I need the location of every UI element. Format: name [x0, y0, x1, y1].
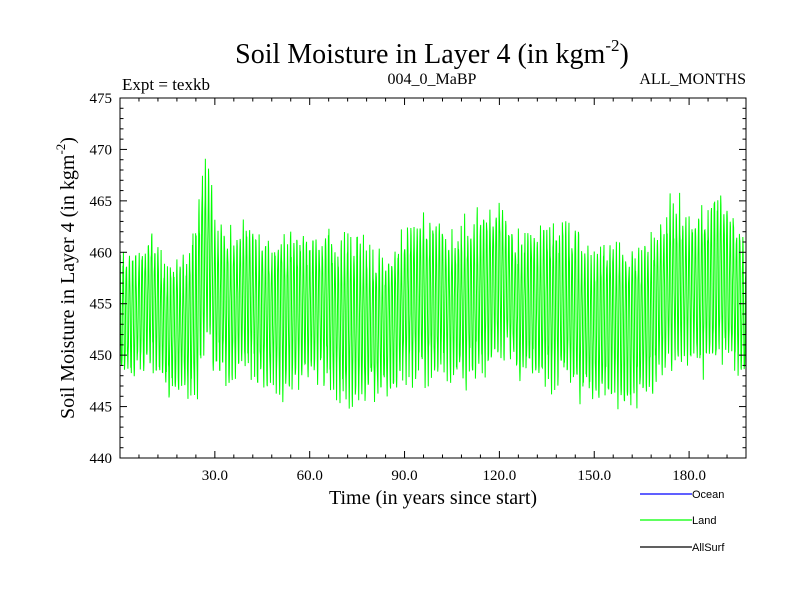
- legend-item-ocean: Ocean: [640, 489, 724, 501]
- chart-title: Soil Moisture in Layer 4 (in kgm-2): [235, 36, 629, 70]
- y-tick-label: 470: [90, 142, 113, 158]
- legend: Ocean Land AllSurf: [640, 489, 725, 554]
- y-tick-label: 455: [90, 297, 113, 313]
- subtitle-months: ALL_MONTHS: [639, 71, 746, 88]
- y-axis: 440 445 450 455 460 465 470 475: [90, 91, 746, 467]
- series-line-land: [119, 158, 747, 410]
- y-tick-label: 450: [90, 348, 113, 364]
- legend-item-allsurf: AllSurf: [640, 542, 725, 554]
- y-tick-label: 440: [90, 451, 113, 467]
- subtitle-expt: Expt = texkb: [122, 75, 210, 94]
- x-tick-label: 30.0: [202, 468, 228, 484]
- x-tick-label: 90.0: [391, 468, 417, 484]
- x-axis: 30.0 60.0 90.0 120.0 150.0 180.0: [138, 98, 728, 484]
- y-tick-label: 460: [90, 245, 113, 261]
- x-tick-label: 180.0: [672, 468, 706, 484]
- y-tick-label: 465: [90, 194, 113, 210]
- legend-label-land: Land: [692, 515, 716, 527]
- legend-label-allsurf: AllSurf: [692, 542, 725, 554]
- data-series-land: [119, 158, 747, 410]
- x-tick-label: 150.0: [577, 468, 611, 484]
- plot-frame: [119, 97, 747, 459]
- x-tick-label: 60.0: [297, 468, 323, 484]
- y-tick-label: 445: [90, 400, 113, 416]
- y-axis-label: Soil Moisture in Layer 4 (in kgm-2): [53, 137, 79, 419]
- x-axis-label: Time (in years since start): [329, 487, 537, 509]
- x-tick-label: 120.0: [483, 468, 517, 484]
- legend-item-land: Land: [640, 515, 716, 527]
- subtitle-period: 004_0_MaBP: [388, 71, 477, 88]
- y-tick-label: 475: [90, 91, 113, 107]
- legend-label-ocean: Ocean: [692, 489, 724, 501]
